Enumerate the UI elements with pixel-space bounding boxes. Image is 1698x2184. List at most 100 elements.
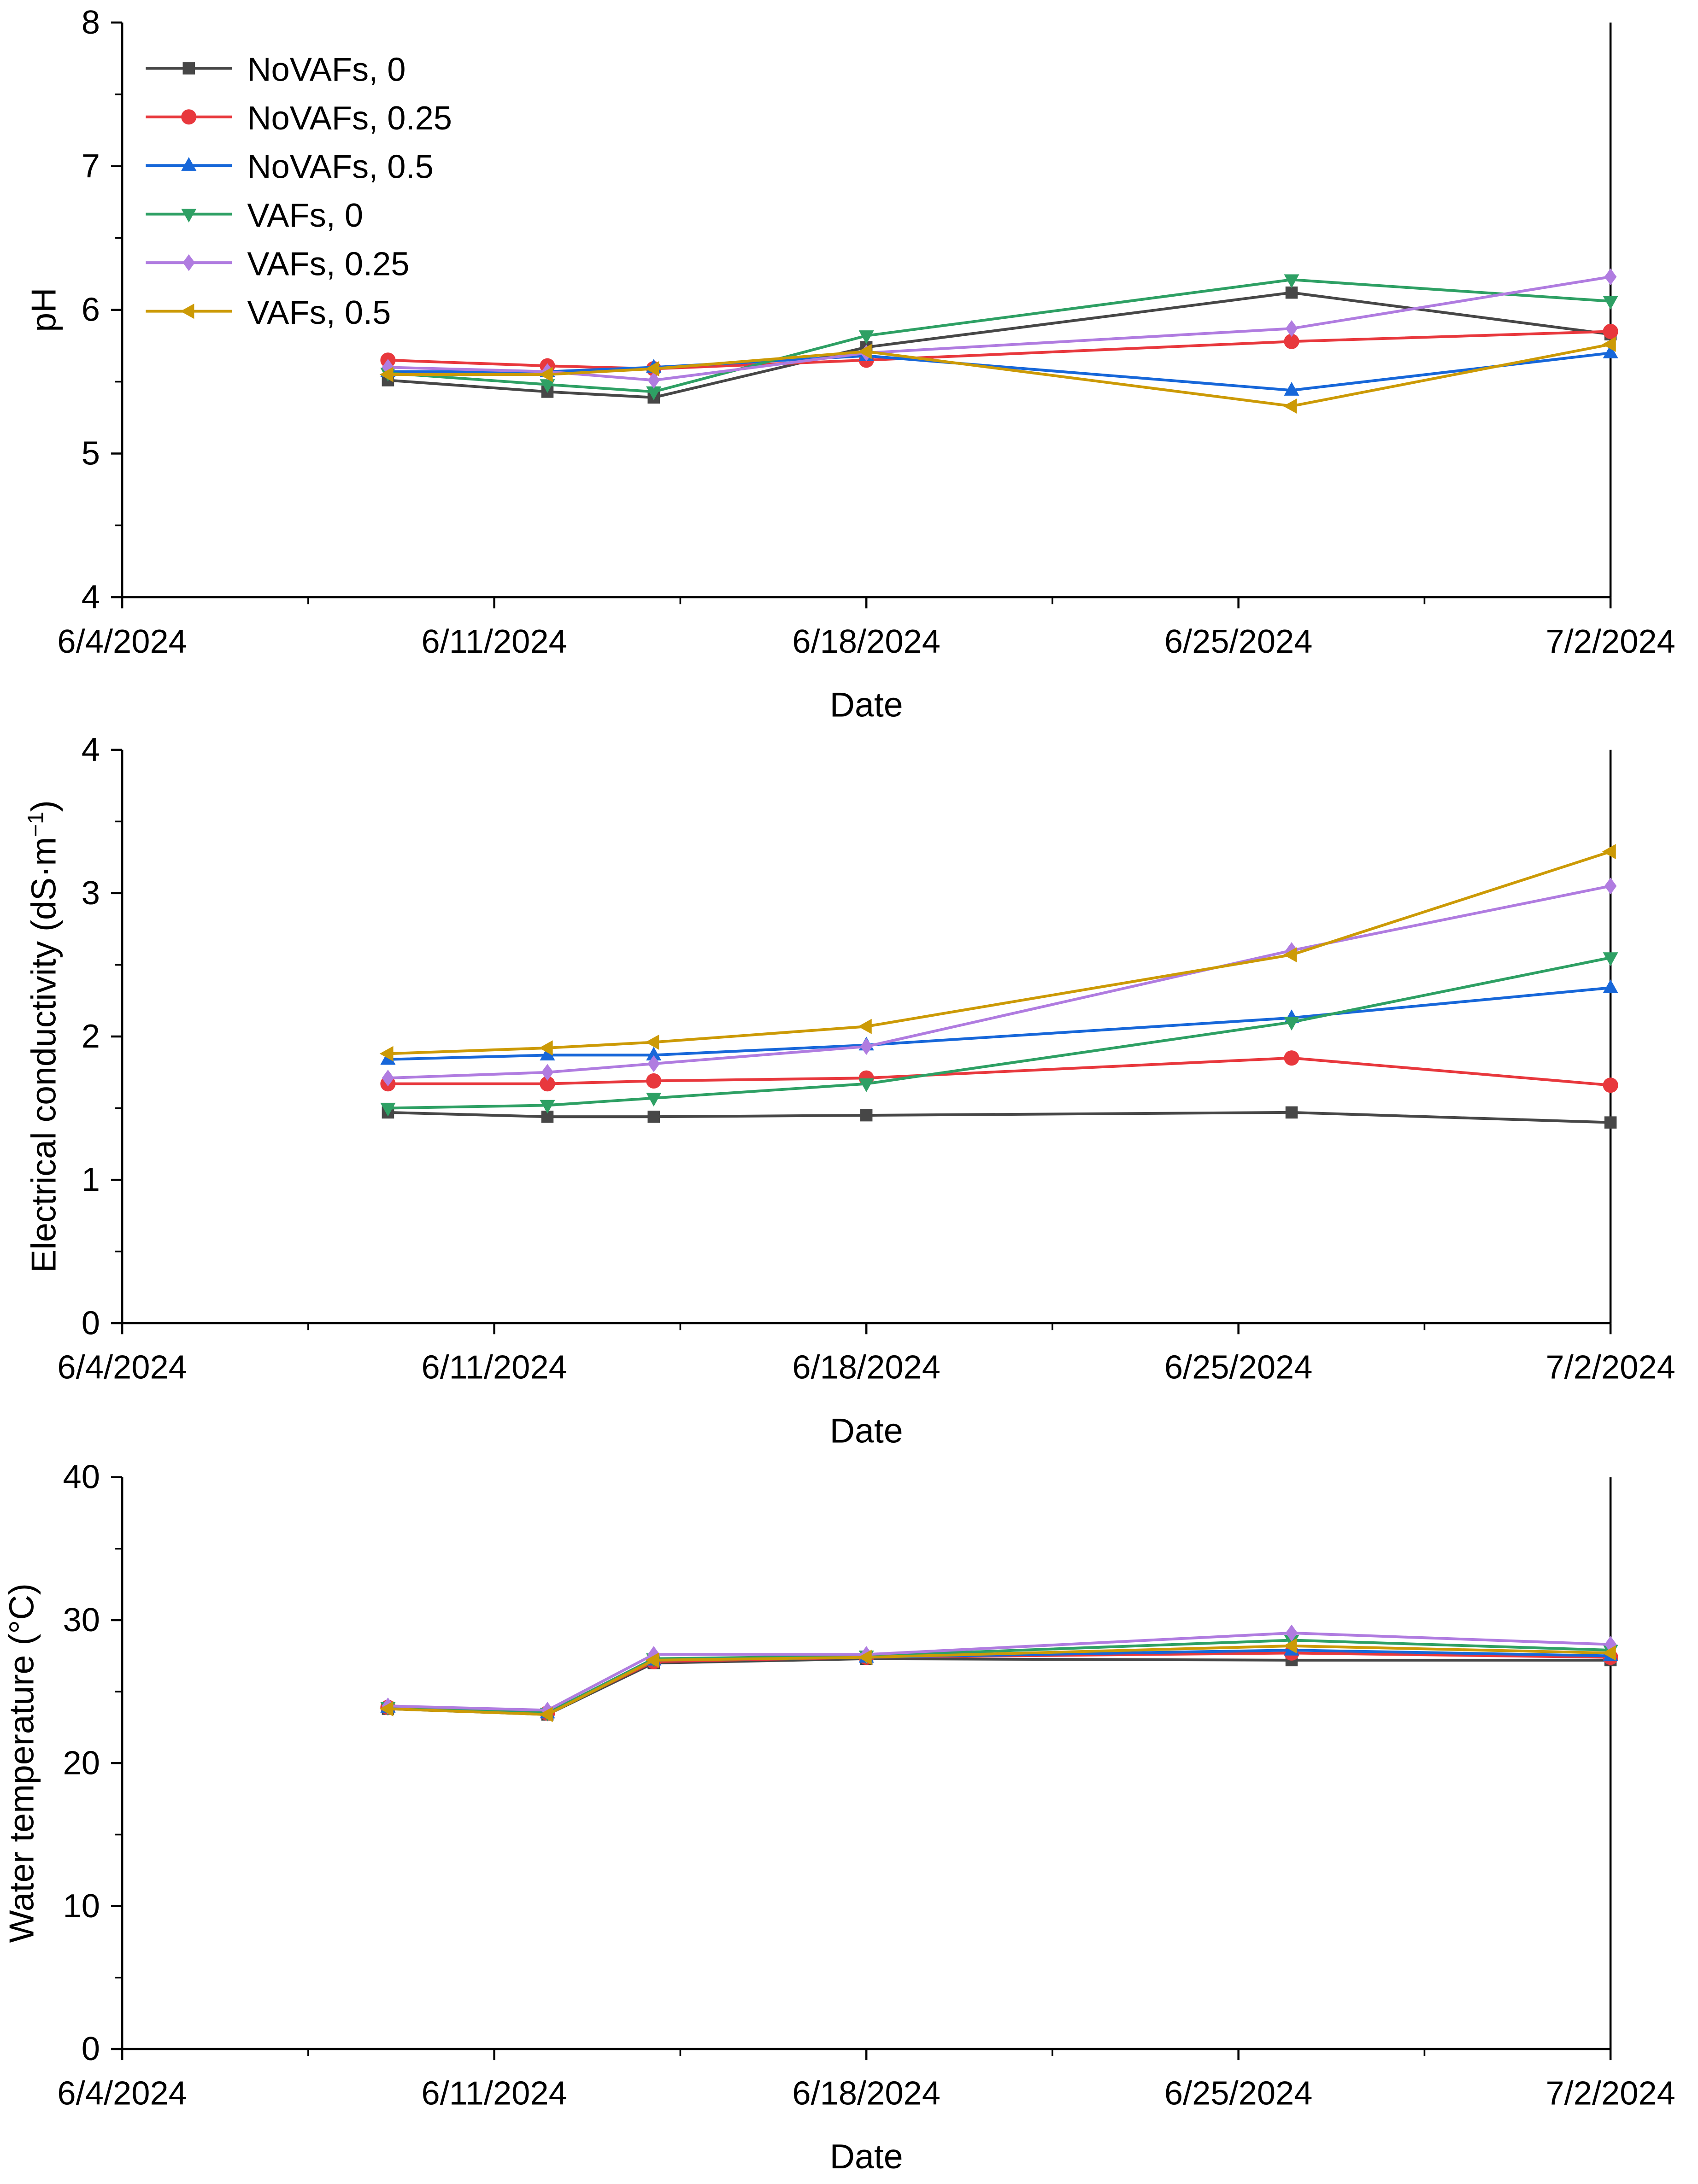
x-tick-label: 6/25/2024 xyxy=(1164,1349,1313,1386)
series-line xyxy=(388,956,1611,1110)
marker-triangle-down xyxy=(646,1093,662,1107)
y-tick-label: 8 xyxy=(82,4,100,41)
marker-triangle-left xyxy=(858,1019,872,1034)
x-tick-label: 6/4/2024 xyxy=(57,2075,187,2112)
x-tick-label: 6/11/2024 xyxy=(422,2075,567,2112)
marker-triangle-left xyxy=(1602,844,1616,860)
y-tick-label: 6 xyxy=(82,292,100,328)
x-tick-label: 6/11/2024 xyxy=(422,1349,567,1386)
x-tick-label: 7/2/2024 xyxy=(1545,2075,1675,2112)
marker-triangle-down xyxy=(1603,296,1618,310)
y-tick-label: 7 xyxy=(82,148,100,185)
y-axis-title-superscript: −1 xyxy=(24,812,48,837)
marker-diamond xyxy=(647,372,660,389)
marker-circle xyxy=(181,109,197,125)
series-line xyxy=(388,291,1611,399)
marker-triangle-left xyxy=(1283,398,1297,414)
marker-triangle-left xyxy=(1283,1638,1297,1654)
marker-triangle-down xyxy=(1603,952,1618,966)
legend-item: NoVAFs, 0 xyxy=(146,51,406,88)
x-tick-label: 6/18/2024 xyxy=(792,1349,940,1386)
series-line xyxy=(388,1657,1611,1716)
marker-triangle-left xyxy=(645,1034,659,1050)
marker-triangle-up xyxy=(1603,979,1618,993)
series-vafs-0-5 xyxy=(379,844,1616,1061)
y-tick-label: 0 xyxy=(82,1305,100,1341)
marker-triangle-left xyxy=(379,1046,394,1061)
marker-triangle-down xyxy=(1284,274,1299,288)
series-line xyxy=(388,1644,1611,1716)
marker-circle xyxy=(1603,323,1618,339)
y-tick-label: 30 xyxy=(63,1602,100,1639)
legend-item: VAFs, 0.25 xyxy=(146,246,410,282)
marker-circle xyxy=(540,1076,555,1092)
marker-square xyxy=(860,1109,873,1122)
marker-triangle-left xyxy=(1283,947,1297,963)
x-axis-title: Date xyxy=(830,2137,903,2176)
marker-triangle-down xyxy=(858,330,874,344)
series-novafs-0 xyxy=(382,1106,1617,1129)
marker-triangle-up xyxy=(1603,344,1618,358)
y-tick-label: 1 xyxy=(82,1161,100,1198)
marker-triangle-left xyxy=(379,367,394,382)
series-novafs-0-5 xyxy=(380,344,1618,396)
marker-triangle-down xyxy=(380,1102,396,1117)
series-line xyxy=(388,278,1611,393)
series-vafs-0-5 xyxy=(379,1638,1616,1722)
y-tick-label: 2 xyxy=(82,1018,100,1055)
marker-triangle-down xyxy=(540,379,555,393)
x-tick-label: 6/25/2024 xyxy=(1164,623,1313,660)
legend-item: VAFs, 0.5 xyxy=(146,294,391,331)
legend: NoVAFs, 0 NoVAFs, 0.25 NoVAFs, 0.5 VAFs, 0 V… xyxy=(146,51,452,331)
series-vafs-0 xyxy=(380,274,1618,400)
marker-diamond xyxy=(182,254,195,271)
x-tick-label: 6/18/2024 xyxy=(792,623,940,660)
y-axis-title: Water temperature (°C) xyxy=(2,1583,41,1943)
marker-circle xyxy=(1284,334,1299,349)
series-novafs-0-25 xyxy=(380,1645,1618,1721)
marker-triangle-down xyxy=(646,386,662,400)
legend-label: VAFs, 0.5 xyxy=(247,294,391,331)
x-tick-label: 6/4/2024 xyxy=(57,623,187,660)
legend-label: VAFs, 0.25 xyxy=(247,246,409,282)
marker-triangle-left xyxy=(1602,1645,1616,1661)
marker-triangle-down xyxy=(1284,1017,1299,1031)
marker-square xyxy=(1604,1116,1617,1129)
legend-label: NoVAFs, 0.5 xyxy=(247,148,433,185)
marker-circle xyxy=(646,1073,662,1089)
chart-panel-2: 6/4/2024 6/11/2024 6/18/2024 6/25/2024 7/2/2… xyxy=(24,732,1675,1450)
legend-item: NoVAFs, 0.25 xyxy=(146,100,452,137)
series-line xyxy=(388,343,1611,408)
y-tick-label: 10 xyxy=(63,1888,100,1925)
x-axis-title: Date xyxy=(830,1411,903,1450)
marker-triangle-left xyxy=(539,367,553,382)
series-line xyxy=(388,850,1611,1055)
marker-triangle-down xyxy=(858,1078,874,1092)
series-line xyxy=(388,351,1611,392)
chart-panel-3: 6/4/2024 6/11/2024 6/18/2024 6/25/2024 7/2/2… xyxy=(2,1459,1675,2176)
marker-triangle-up xyxy=(181,157,197,171)
marker-triangle-left xyxy=(180,304,194,319)
series-line xyxy=(388,1631,1611,1712)
marker-square xyxy=(647,1110,660,1123)
marker-triangle-left xyxy=(858,344,872,359)
series-line xyxy=(388,275,1611,382)
y-tick-label: 5 xyxy=(82,435,100,472)
y-tick-label: 40 xyxy=(63,1459,100,1496)
marker-triangle-left xyxy=(539,1707,553,1722)
chart-panel-1: 6/4/2024 6/11/2024 6/18/2024 6/25/2024 7/2/2… xyxy=(24,4,1675,724)
y-axis-title-end: ) xyxy=(24,800,63,812)
marker-diamond xyxy=(1604,878,1617,895)
series-novafs-0 xyxy=(382,1652,1617,1721)
series-novafs-0-5 xyxy=(380,979,1618,1065)
marker-triangle-up xyxy=(540,1047,555,1061)
marker-triangle-left xyxy=(379,1701,394,1716)
series-vafs-0-5 xyxy=(379,336,1616,414)
marker-diamond xyxy=(1285,320,1298,337)
x-tick-label: 7/2/2024 xyxy=(1545,623,1675,660)
y-tick-label: 3 xyxy=(82,875,100,912)
x-tick-label: 6/18/2024 xyxy=(792,2075,940,2112)
y-axis-title: Electrical conductivity (dS·m−1) xyxy=(24,800,63,1273)
legend-item: NoVAFs, 0.5 xyxy=(146,148,434,185)
